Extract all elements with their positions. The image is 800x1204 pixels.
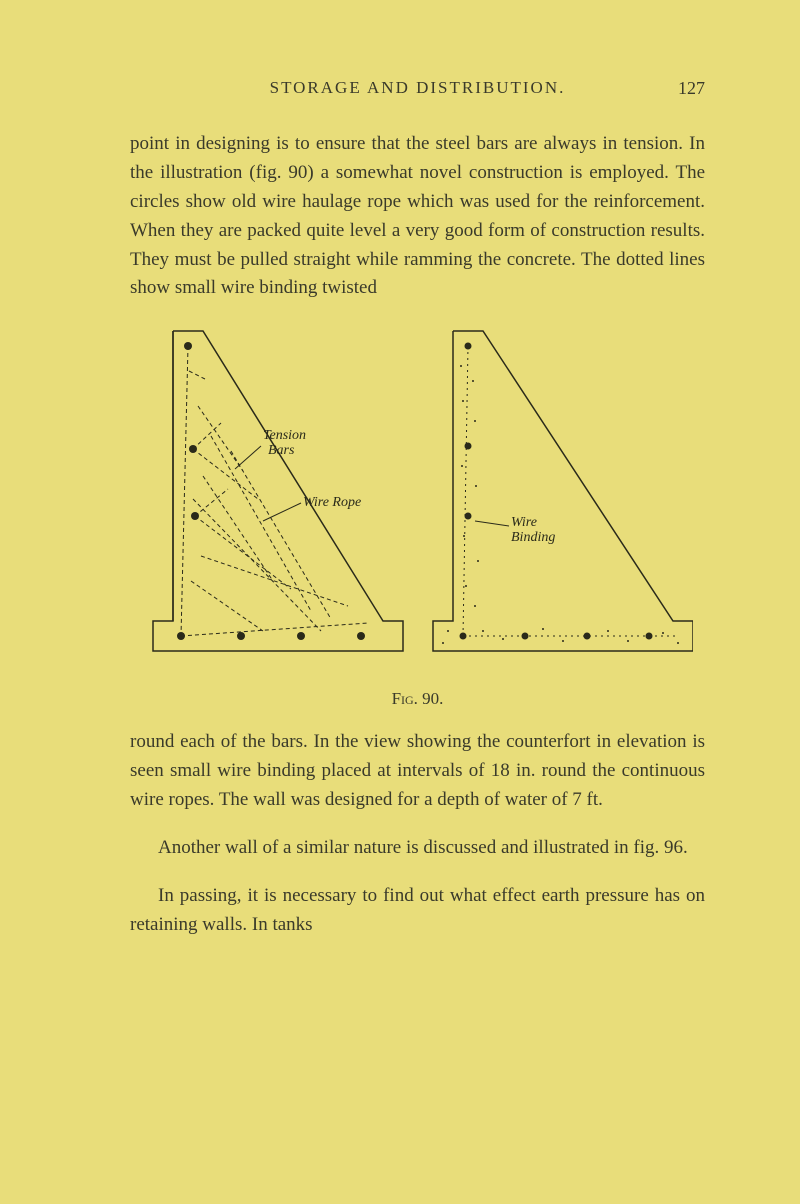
figure-svg: Tension Bars Wire Rope — [143, 321, 693, 681]
wire-rope-label: Wire Rope — [303, 495, 361, 510]
wire-binding-label: Wire Binding — [511, 515, 555, 545]
paragraph-2: round each of the bars. In the view show… — [130, 728, 705, 815]
figure-90: Tension Bars Wire Rope — [130, 321, 705, 709]
paragraph-1: point in designing is to ensure that the… — [130, 130, 705, 303]
tension-bars-label: Tension Bars — [263, 428, 310, 458]
figure-caption: Fig. 90. — [130, 689, 705, 709]
paragraph-3: Another wall of a similar nature is disc… — [130, 834, 705, 863]
chapter-title: STORAGE AND DISTRIBUTION. — [270, 78, 566, 98]
paragraph-4: In passing, it is necessary to find out … — [130, 882, 705, 940]
page-number: 127 — [678, 78, 705, 99]
